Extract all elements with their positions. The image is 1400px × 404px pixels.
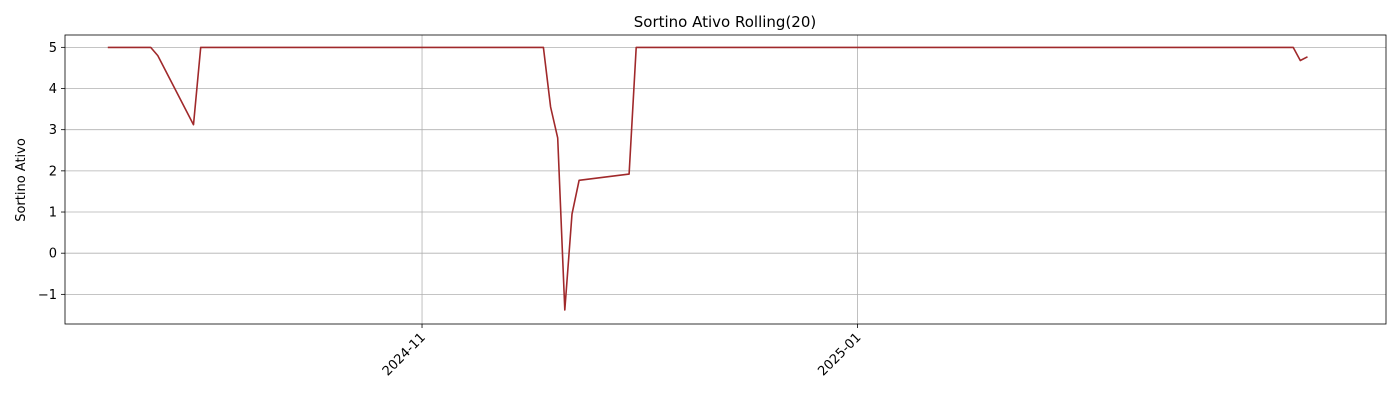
y-tick-label: 4	[49, 82, 57, 97]
series-line	[107, 46, 1308, 311]
series-layer	[107, 46, 1308, 311]
y-tick-label: 0	[49, 247, 57, 262]
axes: −1 0 1 2 3 4 5 2024-11 2025-01	[38, 34, 1387, 379]
chart-title: Sortino Ativo Rolling(20)	[634, 13, 816, 31]
y-tick-label: 1	[49, 206, 57, 221]
x-tick-label: 2024-11	[380, 330, 429, 379]
y-axis-label: Sortino Ativo	[14, 138, 29, 222]
y-tick-label: 5	[49, 41, 57, 56]
plot-frame	[64, 34, 1387, 325]
y-tick-label: 2	[49, 164, 57, 179]
y-tick-label: −1	[38, 288, 57, 303]
y-tick-label: 3	[49, 123, 57, 138]
grid	[65, 35, 1386, 324]
x-tick-label: 2025-01	[815, 330, 864, 379]
